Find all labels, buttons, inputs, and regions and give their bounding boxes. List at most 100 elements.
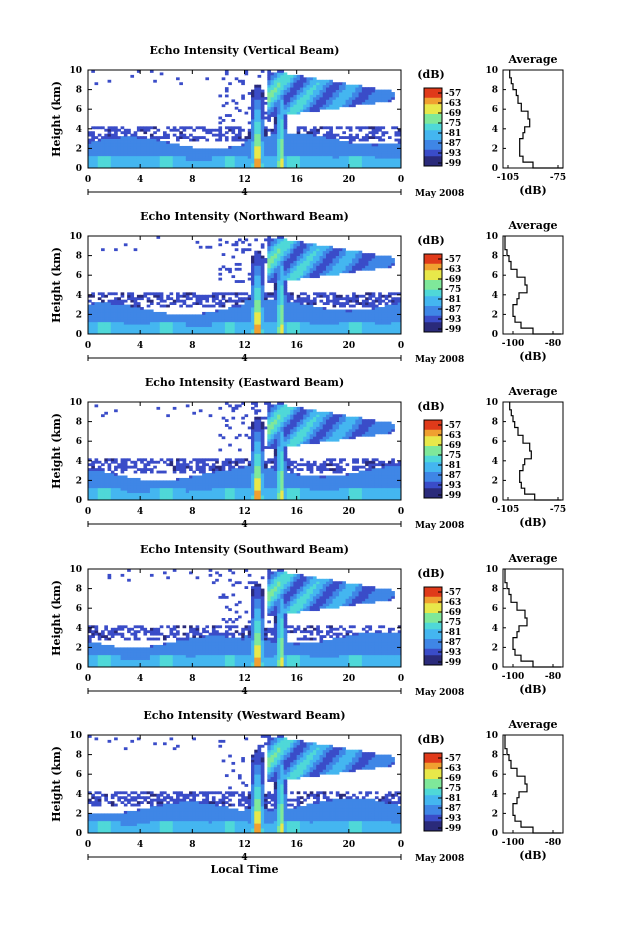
heatmap-cell xyxy=(264,161,268,164)
heatmap-cell xyxy=(372,300,376,303)
heatmap-cell xyxy=(235,473,239,476)
heatmap-cell xyxy=(245,471,249,474)
heatmap-cell xyxy=(254,275,258,278)
heatmap-cell xyxy=(101,473,105,476)
heatmap-cell xyxy=(254,451,258,454)
heatmap-cell xyxy=(248,490,252,493)
heatmap-cell xyxy=(137,327,141,330)
heatmap-cell xyxy=(323,317,327,320)
heatmap-cell xyxy=(339,148,343,151)
heatmap-cell xyxy=(391,322,395,325)
heatmap-cell xyxy=(323,265,327,268)
heatmap-cell xyxy=(264,324,268,327)
heatmap-cell xyxy=(274,251,278,254)
heatmap-cell xyxy=(258,417,262,420)
heatmap-cell xyxy=(261,300,265,303)
heatmap-cell xyxy=(121,141,125,144)
heatmap-cell xyxy=(160,471,164,474)
heatmap-cell xyxy=(228,458,232,461)
heatmap-cell xyxy=(88,131,92,134)
heatmap-cell xyxy=(147,146,151,149)
heatmap-cell xyxy=(362,300,366,303)
heatmap-cell xyxy=(277,300,281,303)
heatmap-cell xyxy=(261,92,265,95)
heatmap-cell xyxy=(130,319,134,322)
heatmap-cell xyxy=(336,126,340,129)
heatmap-cell xyxy=(274,292,278,295)
heatmap-cell xyxy=(186,136,190,139)
heatmap-cell xyxy=(192,458,196,461)
heatmap-cell xyxy=(173,129,177,132)
heatmap-cell xyxy=(235,292,239,295)
heatmap-cell xyxy=(251,134,255,137)
heatmap-cell xyxy=(101,302,105,305)
heatmap-cell xyxy=(264,314,268,317)
heatmap-cell xyxy=(293,248,297,251)
heatmap-cell xyxy=(147,493,151,496)
heatmap-cell xyxy=(359,148,363,151)
heatmap-cell xyxy=(375,307,379,310)
heatmap-cell xyxy=(251,407,255,410)
heatmap-cell xyxy=(306,258,310,261)
heatmap-cell xyxy=(333,324,337,327)
heatmap-cell xyxy=(176,488,180,491)
heatmap-cell xyxy=(333,295,337,298)
heatmap-cell xyxy=(258,439,262,442)
heatmap-cell xyxy=(394,300,398,303)
heatmap-cell xyxy=(339,158,343,161)
heatmap-cell xyxy=(394,139,398,142)
heatmap-cell xyxy=(326,310,330,313)
heatmap-cell xyxy=(258,305,262,308)
heatmap-cell xyxy=(280,153,284,156)
heatmap-cell xyxy=(267,85,271,88)
heatmap-cell xyxy=(293,310,297,313)
heatmap-cell xyxy=(368,151,372,154)
heatmap-cell xyxy=(212,463,216,466)
heatmap-cell xyxy=(261,90,265,93)
heatmap-cell xyxy=(183,329,187,332)
heatmap-cell xyxy=(248,483,252,486)
heatmap-cell xyxy=(339,97,343,100)
heatmap-cell xyxy=(245,238,249,241)
heatmap-cell xyxy=(235,161,239,164)
heatmap-cell xyxy=(378,139,382,142)
heatmap-cell xyxy=(254,107,258,110)
heatmap-cell xyxy=(319,97,323,100)
heatmap-cell xyxy=(121,305,125,308)
heatmap-cell xyxy=(199,156,203,159)
heatmap-cell xyxy=(277,292,281,295)
heatmap-cell xyxy=(303,97,307,100)
heatmap-cell xyxy=(375,146,379,149)
heatmap-cell xyxy=(290,134,294,137)
heatmap-cell xyxy=(248,427,252,430)
heatmap-cell xyxy=(140,163,144,166)
heatmap-cell xyxy=(297,270,301,273)
heatmap-cell xyxy=(261,102,265,105)
heatmap-cell xyxy=(235,495,239,498)
profile-y-tick-label: 2 xyxy=(492,310,498,320)
heatmap-cell xyxy=(254,268,258,271)
heatmap-cell xyxy=(316,295,320,298)
heatmap-cell xyxy=(280,117,284,120)
heatmap-cell xyxy=(385,314,389,317)
heatmap-cell xyxy=(280,248,284,251)
heatmap-cell xyxy=(280,90,284,93)
heatmap-cell xyxy=(336,158,340,161)
heatmap-cell xyxy=(212,478,216,481)
heatmap-cell xyxy=(375,131,379,134)
heatmap-cell xyxy=(261,156,265,159)
heatmap-cell xyxy=(228,153,232,156)
heatmap-cell xyxy=(209,495,213,498)
heatmap-cell xyxy=(143,141,147,144)
heatmap-cell xyxy=(238,471,242,474)
heatmap-cell xyxy=(254,124,258,127)
heatmap-cell xyxy=(306,144,310,147)
heatmap-cell xyxy=(228,485,232,488)
heatmap-cell xyxy=(137,126,141,129)
heatmap-cell xyxy=(117,129,121,132)
heatmap-cell xyxy=(183,488,187,491)
heatmap-cell xyxy=(303,109,307,112)
heatmap-cell xyxy=(134,156,138,159)
heatmap-cell xyxy=(143,136,147,139)
heatmap-cell xyxy=(352,139,356,142)
